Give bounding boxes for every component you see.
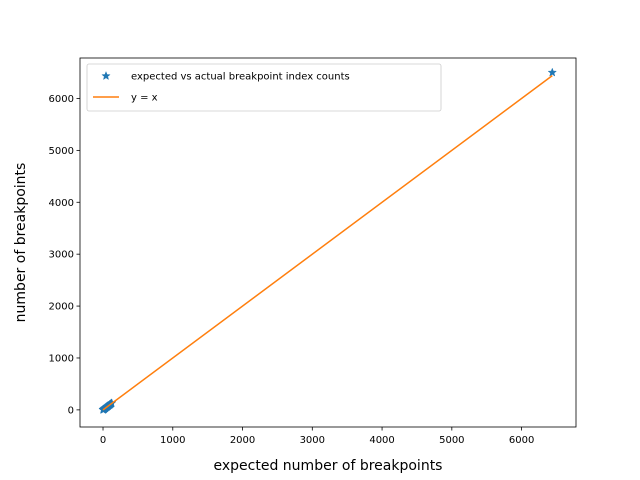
legend-item: y = x (93, 93, 158, 104)
x-tick-label: 3000 (300, 435, 325, 446)
x-tick-label: 6000 (509, 435, 534, 446)
x-tick-label: 2000 (230, 435, 255, 446)
x-tick-label: 4000 (369, 435, 394, 446)
legend-label: y = x (131, 93, 158, 104)
axes: 0 1000 2000 3000 4000 5000 6000 0 1000 2000 3000 40… (49, 57, 577, 446)
axes-frame (79, 57, 577, 428)
y-tick-label: 1000 (49, 353, 74, 364)
y-tick-label: 0 (68, 405, 74, 416)
x-tick-label: 1000 (160, 435, 185, 446)
legend: expected vs actual breakpoint index coun… (86, 63, 442, 112)
y-tick-label: 5000 (49, 146, 74, 157)
y-tick-label: 3000 (49, 250, 74, 261)
y-axis-label: number of breakpoints (13, 163, 29, 323)
legend-label: expected vs actual breakpoint index coun… (131, 72, 350, 83)
scatter-point (547, 67, 558, 77)
y-tick-label: 2000 (49, 302, 74, 313)
x-axis-label: expected number of breakpoints (214, 458, 443, 474)
legend-box (86, 63, 442, 112)
plot-area (98, 67, 558, 414)
x-tick-label: 0 (100, 435, 106, 446)
plot-content (98, 67, 558, 414)
legend-item: expected vs actual breakpoint index coun… (101, 70, 350, 83)
series-line-y-equals-x (102, 75, 553, 411)
y-tick-label: 6000 (49, 94, 74, 105)
y-tick-label: 4000 (49, 198, 74, 209)
legend-marker-star (101, 70, 111, 81)
x-tick-label: 5000 (439, 435, 464, 446)
